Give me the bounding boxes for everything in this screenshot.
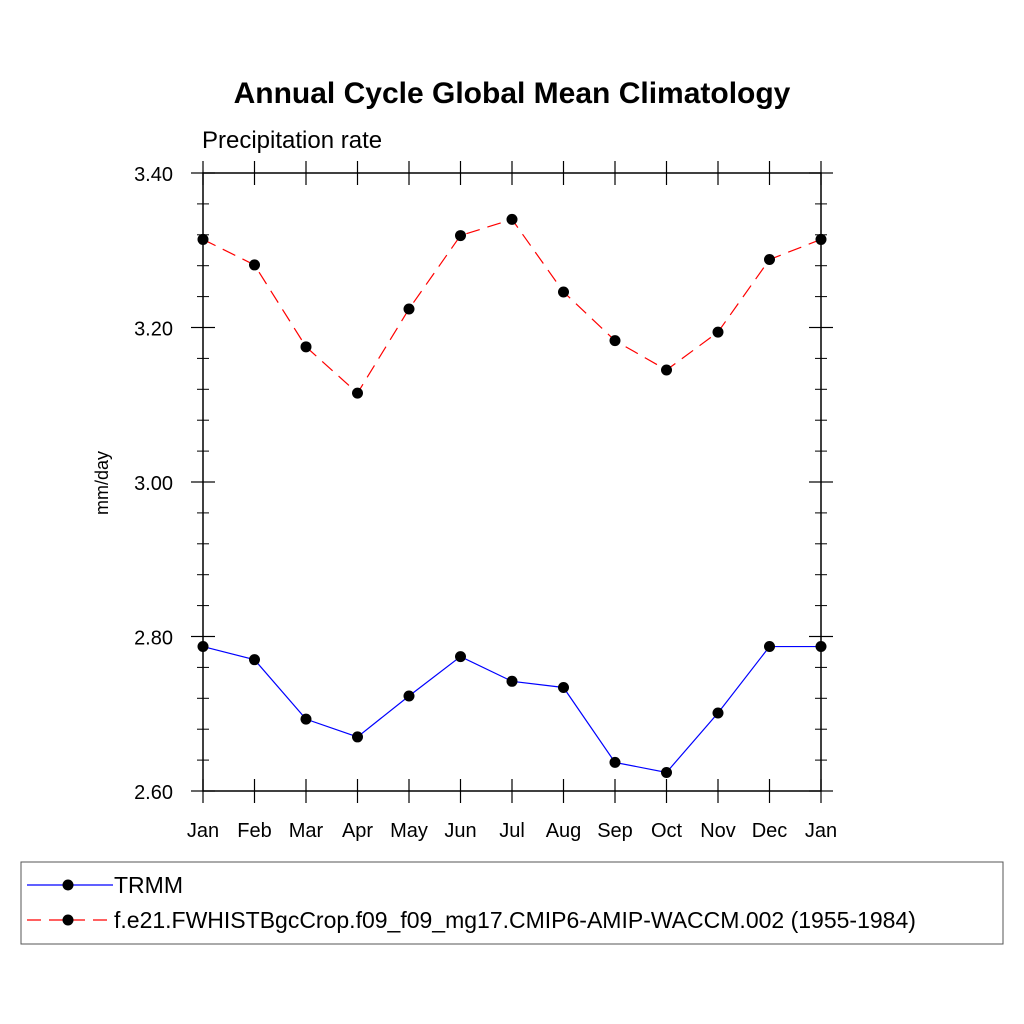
x-tick-label: May <box>390 820 428 842</box>
series-0-point <box>352 731 363 743</box>
series-1-point <box>815 233 827 245</box>
series-1-point <box>558 286 569 298</box>
x-tick-label: Jan <box>805 820 837 842</box>
y-tick-label: 2.80 <box>134 628 173 650</box>
y-tick-label: 2.60 <box>134 782 173 804</box>
x-axis-ticks: Jan Feb Mar Apr May Jun Jul Aug Sep Oct Nov Dec Jan <box>187 161 837 842</box>
series-1-point <box>609 335 621 347</box>
series-1-point <box>712 326 724 338</box>
y-axis-label: mm/day <box>92 451 112 515</box>
x-tick-label: Jul <box>499 820 525 842</box>
series-1-point <box>661 364 672 376</box>
series-0-point <box>764 641 775 653</box>
series-0-point <box>609 756 621 768</box>
chart-title: Annual Cycle Global Mean Climatology <box>234 77 791 110</box>
y-tick-label: 3.40 <box>134 164 173 186</box>
x-tick-label: Feb <box>237 820 271 842</box>
x-tick-label: Oct <box>651 820 683 842</box>
x-tick-label: Nov <box>700 820 736 842</box>
x-tick-label: Jun <box>444 820 476 842</box>
series-1-point <box>352 387 363 399</box>
legend-label-1: f.e21.FWHISTBgcCrop.f09_f09_mg17.CMIP6-A… <box>114 907 916 933</box>
series-line-0 <box>202 645 821 774</box>
series-0-point <box>558 681 569 693</box>
series-0-point <box>661 766 672 778</box>
series-0-point <box>403 690 415 702</box>
series-0-point <box>249 654 260 666</box>
series-0-point <box>455 651 466 663</box>
x-tick-label: Mar <box>289 820 324 842</box>
series-1-point <box>300 341 312 353</box>
plot-frame <box>202 172 822 792</box>
x-tick-label: Jan <box>187 820 219 842</box>
series-1-point <box>455 230 466 242</box>
x-tick-label: Apr <box>342 820 373 842</box>
series-1-point <box>764 254 775 266</box>
x-tick-label: Sep <box>597 820 633 842</box>
series-0-point <box>506 675 518 687</box>
series-line-1 <box>202 218 822 395</box>
y-axis-ticks: 2.60 2.80 3.00 3.20 3.40 <box>134 164 833 804</box>
x-tick-label: Dec <box>752 820 788 842</box>
series-1-point <box>506 213 518 225</box>
legend-label-0: TRMM <box>114 872 183 898</box>
series-1-point <box>403 303 415 315</box>
x-tick-label: Aug <box>546 820 582 842</box>
chart-subtitle: Precipitation rate <box>202 127 382 154</box>
legend-marker-1 <box>62 914 74 926</box>
legend: TRMM f.e21.FWHISTBgcCrop.f09_f09_mg17.CMI… <box>27 872 916 933</box>
legend-marker-0 <box>62 879 74 891</box>
y-tick-label: 3.20 <box>134 319 173 341</box>
series-0-point <box>712 707 724 719</box>
series-1-point <box>197 233 209 245</box>
series-layer <box>197 213 827 778</box>
series-0-point <box>300 713 312 725</box>
series-0-point <box>815 641 827 653</box>
series-0-point <box>197 641 209 653</box>
legend-box <box>20 861 1004 945</box>
y-tick-label: 3.00 <box>134 473 173 495</box>
series-1-point <box>249 259 260 271</box>
